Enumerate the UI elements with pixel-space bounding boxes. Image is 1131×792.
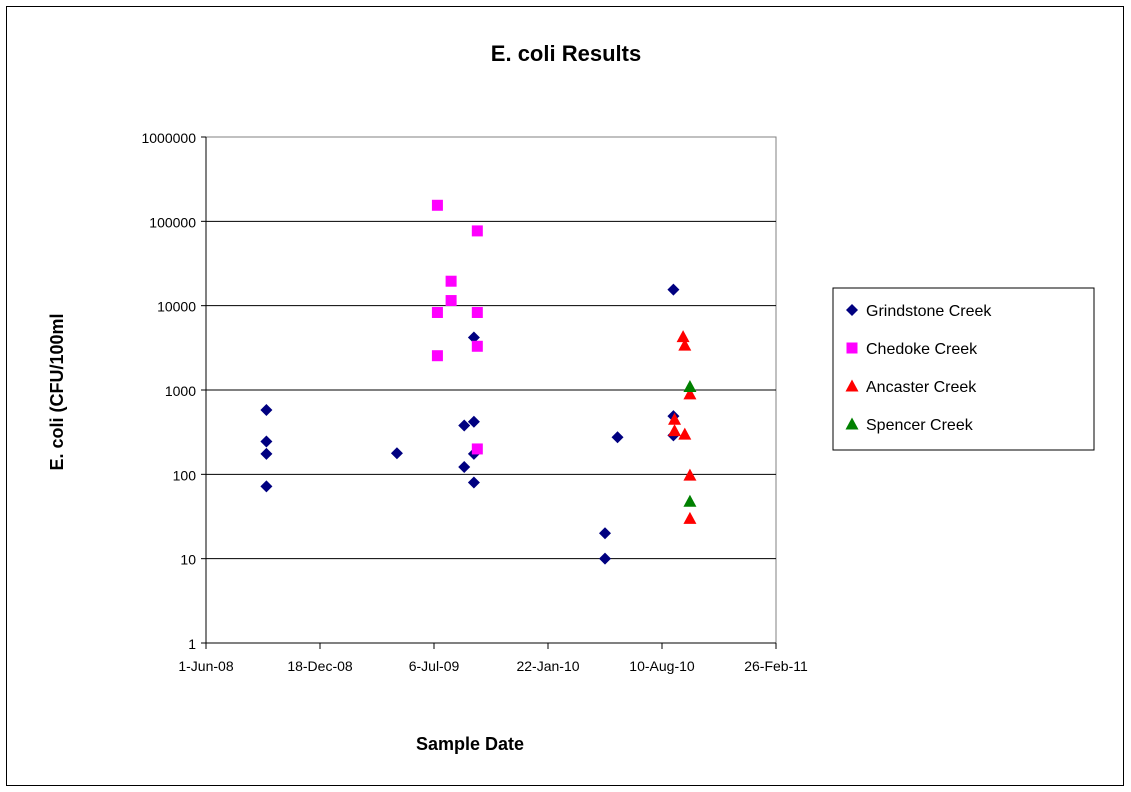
legend-marker-ancaster-creek: [845, 379, 859, 392]
y-tick-label: 10000: [157, 299, 196, 315]
data-point: [431, 306, 443, 318]
data-point: [458, 419, 471, 432]
series-chedoke-creek: [431, 199, 483, 455]
data-point: [668, 412, 682, 425]
data-point: [683, 380, 697, 393]
data-point: [683, 511, 697, 524]
data-point: [678, 338, 692, 351]
y-axis: 1 10 100 1000 10000 100000 1000000: [141, 130, 207, 652]
y-axis-title: E. coli (CFU/100ml: [47, 313, 67, 470]
data-point: [467, 415, 480, 428]
legend: Grindstone Creek Chedoke Creek Ancaster Cr…: [832, 287, 1095, 451]
data-point: [668, 424, 682, 437]
data-point: [683, 468, 697, 481]
chart-title: E. coli Results: [491, 41, 641, 66]
legend-label-grindstone-creek: Grindstone Creek: [866, 303, 992, 320]
data-point: [599, 527, 611, 540]
data-point: [471, 443, 483, 455]
data-point: [676, 330, 690, 343]
y-tick-label: 1000: [165, 383, 196, 399]
x-axis-title: Sample Date: [416, 734, 524, 754]
y-tick-label: 100000: [149, 214, 196, 230]
data-point: [260, 447, 273, 460]
data-point: [260, 480, 273, 493]
data-points: [260, 199, 697, 565]
data-point: [467, 331, 480, 344]
data-point: [471, 225, 483, 237]
data-point: [458, 461, 471, 474]
x-tick-label: 22-Jan-10: [516, 658, 579, 674]
x-tick-label: 10-Aug-10: [629, 658, 695, 674]
data-point: [445, 275, 457, 287]
data-point: [678, 427, 692, 440]
data-point: [445, 295, 457, 307]
data-point: [667, 283, 680, 296]
series-ancaster-creek: [668, 330, 697, 524]
data-point: [471, 306, 483, 318]
data-point: [431, 350, 443, 362]
x-tick-label: 6-Jul-09: [409, 658, 460, 674]
data-point: [683, 494, 697, 507]
x-tick-label: 26-Feb-11: [744, 658, 808, 674]
y-tick-label: 1: [188, 636, 196, 652]
legend-label-chedoke-creek: Chedoke Creek: [866, 341, 978, 358]
data-point: [390, 447, 403, 460]
legend-box: [832, 287, 1095, 451]
x-tick-label: 18-Dec-08: [287, 658, 353, 674]
data-point: [599, 552, 611, 565]
series-spencer-creek: [683, 380, 697, 507]
data-point: [471, 340, 483, 352]
x-tick-label: 1-Jun-08: [178, 658, 233, 674]
legend-label-spencer-creek: Spencer Creek: [866, 417, 974, 434]
series-grindstone-creek: [260, 283, 680, 565]
grid-lines: [206, 220, 776, 560]
x-axis: 1-Jun-08 18-Dec-08 6-Jul-09 22-Jan-10 10-Aug…: [178, 642, 808, 674]
data-point: [260, 403, 273, 416]
legend-marker-grindstone-creek: [846, 304, 858, 316]
y-tick-label: 1000000: [141, 130, 196, 146]
data-point: [683, 387, 697, 400]
legend-marker-chedoke-creek: [846, 342, 858, 354]
data-point: [611, 431, 624, 444]
data-point: [467, 476, 480, 489]
y-tick-label: 10: [180, 552, 196, 568]
data-point: [260, 435, 273, 448]
legend-marker-spencer-creek: [845, 417, 859, 430]
legend-label-ancaster-creek: Ancaster Creek: [866, 379, 977, 396]
data-point: [431, 199, 443, 211]
y-tick-label: 100: [173, 467, 197, 483]
